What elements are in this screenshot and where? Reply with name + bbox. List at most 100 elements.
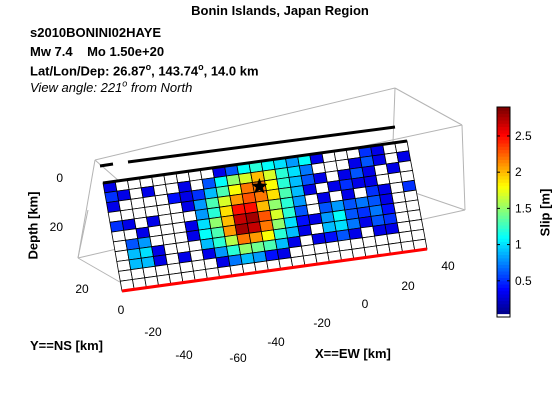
colorbar-step [497, 205, 510, 210]
y-axis-label: Y==NS [km] [30, 338, 103, 353]
colorbar-step [497, 192, 510, 196]
longitude: 143.74 [158, 63, 199, 79]
degree-symbol: o [198, 62, 204, 72]
colorbar-step [497, 300, 510, 305]
x-axis-label: X==EW [km] [315, 346, 391, 361]
colorbar-tick-label: 2 [515, 165, 522, 179]
colorbar-step [497, 225, 510, 229]
x-tick-label: -40 [267, 335, 285, 349]
colorbar-step [497, 149, 510, 154]
colorbar-step [497, 290, 510, 295]
colorbar-step [497, 198, 510, 203]
colorbar-step [497, 146, 510, 151]
colorbar-step [497, 284, 510, 288]
fault-top-edge [102, 139, 408, 185]
colorbar-step [497, 294, 510, 298]
colorbar-step [497, 152, 510, 157]
depth: 14.0 [210, 63, 237, 79]
colorbar-step [497, 166, 510, 170]
colorbar-step [497, 267, 510, 272]
box-edge [77, 257, 126, 286]
colorbar-step [497, 254, 510, 259]
colorbar-step [497, 126, 510, 131]
colorbar-step [497, 241, 510, 246]
x-tick-label: 40 [441, 259, 455, 273]
colorbar-step [497, 169, 510, 174]
colorbar-step [497, 271, 510, 275]
hypocenter-star [251, 177, 268, 194]
location-label: Lat/Lon/Dep: 26.87 [30, 63, 146, 79]
colorbar-step [497, 264, 510, 269]
x-tick-label: -60 [229, 351, 247, 365]
colorbar-step [497, 139, 510, 144]
colorbar-step [497, 182, 510, 187]
view-angle-suffix: from North [130, 80, 193, 96]
y-tick-label: 0 [118, 303, 125, 317]
colorbar-step [497, 248, 510, 252]
colorbar-label: Slip [m] [537, 188, 553, 237]
degree-symbol: o [122, 79, 128, 89]
view-angle: View angle: 221 [30, 80, 123, 96]
colorbar-step [497, 143, 510, 147]
colorbar-step [497, 212, 510, 216]
box-edge [461, 124, 466, 211]
fault-bottom-edge [121, 247, 428, 293]
colorbar-step [497, 133, 510, 137]
moment: Mo 1.50e+20 [87, 44, 165, 59]
fault-overlay [99, 125, 428, 293]
colorbar-step [497, 244, 510, 249]
colorbar-step [497, 310, 510, 315]
degree-symbol: o [145, 62, 152, 72]
view-angle-line: View angle: 221o from North [30, 79, 192, 95]
colorbar-step [497, 257, 510, 262]
colorbar-step [497, 195, 510, 200]
colorbar-step [497, 136, 510, 141]
surface-trace-segment [99, 162, 114, 168]
colorbar-step [497, 238, 510, 242]
colorbar-step [497, 277, 510, 282]
colorbar-step [497, 162, 510, 167]
colorbar-step [497, 179, 510, 183]
magnitude: Mw 7.4 [30, 44, 73, 59]
magnitude-line: Mw 7.4 Mo 1.50e+20 [30, 44, 164, 59]
depth-units: km [239, 63, 259, 79]
box-edge [94, 87, 396, 161]
colorbar-step [497, 208, 510, 213]
box-edge [394, 87, 463, 126]
fault-plane [102, 140, 428, 292]
colorbar-step [497, 218, 510, 223]
z-tick-label: 20 [50, 220, 64, 234]
surface-trace [127, 125, 396, 164]
colorbar-step [497, 110, 510, 114]
colorbar-tick-label: 1.5 [515, 201, 532, 215]
z-tick-label: 0 [56, 171, 63, 185]
chart-title: Bonin Islands, Japan Region [191, 3, 369, 18]
colorbar: 0.5 1 1.5 2 2.5 [496, 106, 532, 318]
colorbar-step [497, 287, 510, 292]
colorbar-step [497, 251, 510, 256]
colorbar-step [497, 185, 510, 190]
colorbar-tick-label: 2.5 [515, 129, 532, 143]
colorbar-step [497, 107, 510, 111]
colorbar-step [497, 303, 510, 308]
colorbar-step [497, 297, 510, 301]
axis-ticks: -60 -40 -20 0 20 40 -40 -20 0 20 0 20 [50, 171, 455, 365]
colorbar-step [497, 156, 510, 160]
x-tick-label: 20 [401, 279, 415, 293]
colorbar-step [497, 202, 510, 206]
y-tick-label: -20 [144, 325, 162, 339]
colorbar-frame [496, 106, 511, 318]
box-edge [77, 159, 96, 259]
colorbar-step [497, 215, 510, 219]
y-tick-label: -40 [175, 348, 193, 362]
colorbar-step [497, 172, 510, 177]
colorbar-step [497, 234, 510, 239]
y-tick-label: 20 [75, 282, 89, 296]
colorbar-step [497, 228, 510, 233]
colorbar-step [497, 159, 510, 164]
z-axis-label: Depth [km] [25, 191, 41, 260]
colorbar-tick-label: 0.5 [515, 274, 532, 288]
colorbar-step [497, 120, 510, 124]
